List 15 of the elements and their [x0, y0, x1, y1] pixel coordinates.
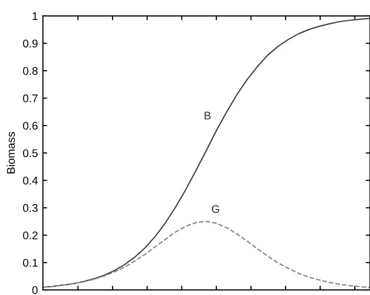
series-label: B [204, 112, 211, 120]
series-label: G [212, 205, 220, 213]
y-tick-label: 0.9 [23, 40, 38, 48]
y-tick-label: 0.7 [23, 94, 38, 102]
y-tick-label: 1 [32, 12, 38, 20]
line-series [42, 220, 370, 288]
y-tick-label: 0.3 [23, 204, 38, 212]
y-tick-label: 0.1 [23, 258, 38, 267]
y-tick-label: 0 [32, 286, 38, 294]
y-tick-label: 0.2 [23, 231, 38, 240]
y-tick-label: 0.5 [23, 149, 38, 158]
y-tick-label: 0.8 [23, 67, 38, 75]
y-axis-title: Biomass [6, 132, 15, 174]
y-tick-label: 0.6 [23, 122, 38, 130]
y-tick-label: 0.4 [23, 176, 38, 184]
